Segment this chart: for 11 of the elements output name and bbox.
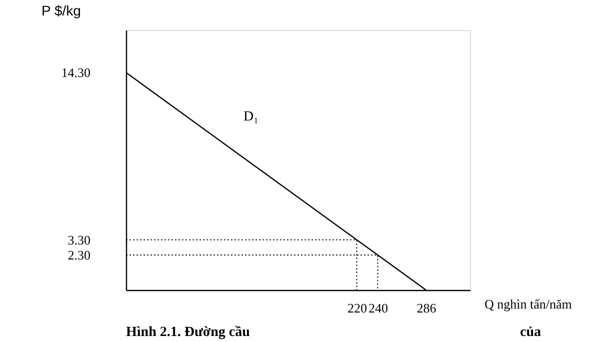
x-tick-label: 220 [347, 300, 367, 316]
series-label: D₁ [243, 109, 258, 124]
y-tick-label: 14.30 [61, 65, 90, 80]
text: Hình 2.1. Đường cầu [126, 325, 250, 340]
y-tick-label: 3.30 [68, 232, 90, 248]
x-axis-title: Q nghìn tấn/năm [484, 296, 572, 312]
y-tick-label: 2.30 [68, 248, 90, 263]
x-tick-label: 240 [368, 300, 388, 316]
text: của [520, 325, 541, 340]
y-axis-title: P $/kg [42, 2, 81, 18]
x-tick-label: 286 [416, 300, 437, 316]
